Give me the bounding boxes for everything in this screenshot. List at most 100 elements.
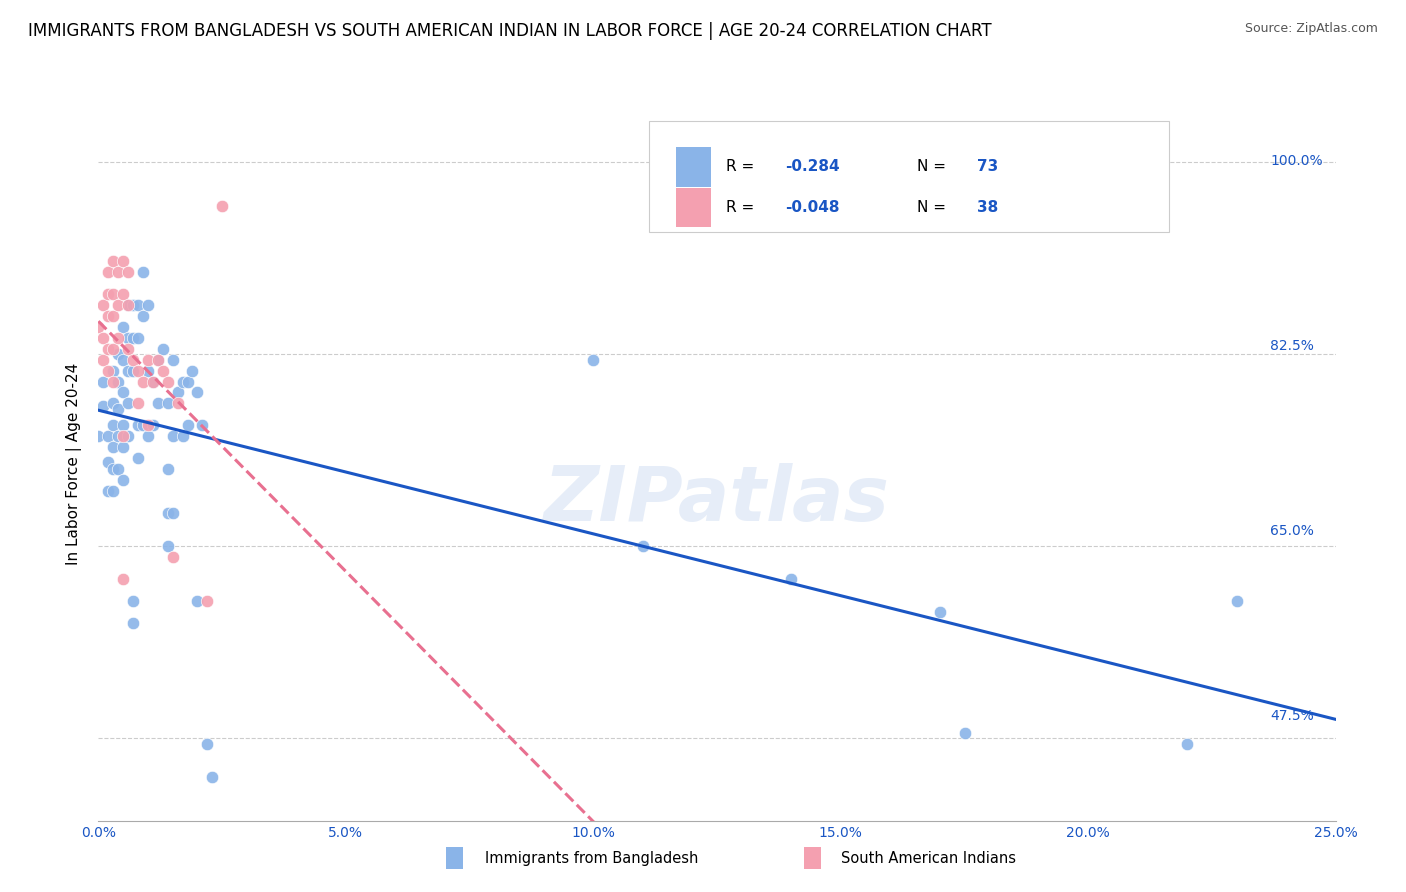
Point (191, 333, 214, 347)
Point (235, 375, 257, 389)
Point (177, 353, 200, 368)
Point (195, 575, 218, 590)
Point (208, 417, 231, 431)
Point (186, 554, 209, 568)
Text: IMMIGRANTS FROM BANGLADESH VS SOUTH AMERICAN INDIAN IN LABOR FORCE | AGE 20-24 C: IMMIGRANTS FROM BANGLADESH VS SOUTH AMER… (28, 22, 991, 40)
Point (177, 407, 200, 421)
Text: R =: R = (728, 157, 761, 172)
Point (225, 385, 247, 400)
Point (191, 290, 214, 304)
Point (181, 290, 204, 304)
Text: South American Indians: South American Indians (841, 851, 1015, 865)
Point (260, 575, 283, 590)
Point (181, 338, 204, 352)
Point (200, 438, 222, 452)
Point (247, 353, 270, 368)
Point (239, 417, 262, 431)
Point (191, 353, 214, 368)
Point (231, 533, 253, 548)
Text: 38: 38 (949, 196, 970, 211)
Point (204, 364, 226, 378)
Point (204, 259, 226, 273)
Point (181, 364, 204, 378)
Point (173, 442, 195, 456)
Text: N =: N = (897, 196, 931, 211)
Point (191, 322, 214, 336)
Point (1123, 713, 1146, 727)
Point (173, 279, 195, 293)
Point (208, 407, 231, 421)
Point (186, 417, 209, 431)
Point (177, 279, 200, 293)
Point (252, 575, 274, 590)
Point (200, 353, 222, 368)
Point (225, 364, 247, 378)
Point (905, 586, 928, 600)
Point (186, 279, 209, 293)
Point (177, 364, 200, 378)
Point (195, 353, 218, 368)
Text: 73: 73 (949, 157, 970, 172)
Point (181, 417, 204, 431)
FancyBboxPatch shape (685, 185, 716, 223)
Point (200, 290, 222, 304)
Text: R =: R = (728, 196, 761, 211)
Point (235, 385, 257, 400)
Point (243, 364, 266, 378)
Point (169, 343, 191, 357)
Text: Source: ZipAtlas.com: Source: ZipAtlas.com (1244, 22, 1378, 36)
Text: -0.284: -0.284 (780, 157, 835, 172)
Point (177, 385, 200, 400)
Point (644, 523, 666, 537)
Point (231, 343, 253, 357)
Point (186, 407, 209, 421)
Point (186, 248, 209, 262)
Point (231, 491, 253, 505)
Point (1167, 575, 1189, 590)
Point (200, 385, 222, 400)
Point (200, 407, 222, 421)
Point (177, 470, 200, 484)
Point (217, 343, 239, 357)
Point (264, 745, 287, 759)
Point (212, 364, 235, 378)
Point (181, 391, 204, 405)
Point (186, 375, 209, 389)
Point (928, 702, 950, 716)
Point (195, 322, 218, 336)
Y-axis label: In Labor Force | Age 20-24: In Labor Force | Age 20-24 (66, 350, 83, 551)
Point (169, 387, 191, 401)
Point (243, 407, 266, 421)
Point (217, 343, 239, 357)
Point (191, 290, 214, 304)
Point (177, 301, 200, 315)
Point (221, 333, 243, 347)
Point (217, 385, 239, 400)
Point (169, 290, 191, 304)
Point (195, 597, 218, 611)
Point (221, 353, 243, 368)
Point (204, 301, 226, 315)
Point (204, 407, 226, 421)
Point (169, 364, 191, 378)
Point (181, 259, 204, 273)
Point (191, 417, 214, 431)
Point (600, 343, 623, 357)
Point (181, 322, 204, 336)
Point (256, 407, 278, 421)
Point (173, 353, 195, 368)
Point (231, 417, 253, 431)
Point (173, 417, 195, 431)
Text: Immigrants from Bangladesh: Immigrants from Bangladesh (485, 851, 699, 865)
FancyBboxPatch shape (685, 146, 716, 184)
Point (173, 259, 195, 273)
Point (177, 248, 200, 262)
Text: -0.048: -0.048 (780, 196, 835, 211)
Point (177, 449, 200, 463)
Point (195, 343, 218, 357)
Point (260, 713, 283, 727)
Point (208, 353, 231, 368)
Point (775, 554, 797, 568)
Point (186, 311, 209, 326)
Point (165, 417, 187, 431)
